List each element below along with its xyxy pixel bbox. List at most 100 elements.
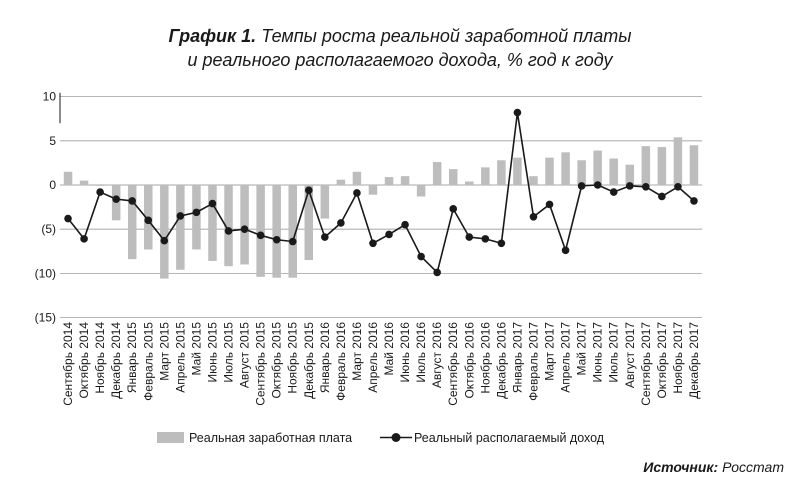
x-tick-label: Июль 2017 (607, 322, 621, 383)
bar (368, 185, 378, 195)
line-point (128, 197, 137, 205)
y-tick-label: (5) (41, 222, 56, 236)
chart-title-line2: и реального располагаемого дохода, % год… (187, 50, 613, 70)
line-point (192, 208, 201, 217)
line-point (449, 205, 458, 213)
line-series (64, 108, 698, 277)
x-tick-label: Август 2017 (623, 322, 637, 388)
line-point (64, 214, 72, 223)
line-point (288, 237, 297, 246)
x-tick-label: Июнь 2016 (398, 322, 412, 383)
line-point (321, 233, 329, 241)
legend-swatch-bar (157, 432, 184, 443)
legend-label-bar: Реальная заработная плата (189, 431, 352, 445)
x-tick-label: Ноябрь 2016 (478, 322, 492, 394)
bar (95, 185, 105, 186)
line-point (674, 182, 682, 191)
bar (256, 185, 265, 277)
line-point (577, 182, 586, 190)
chart-title-line1: Темпы роста реальной заработной платы (261, 26, 632, 46)
x-tick-label: Ноябрь 2014 (93, 322, 107, 394)
x-tick-label: Сентябрь 2015 (254, 322, 268, 406)
x-tick-label: Апрель 2015 (173, 322, 187, 393)
x-tick-label: Декабрь 2017 (687, 322, 701, 399)
x-tick-label: Май 2016 (382, 322, 396, 376)
bar (224, 185, 233, 267)
x-tick-label: Ноябрь 2017 (671, 322, 685, 394)
bar (497, 160, 506, 185)
y-tick-label: (10) (35, 266, 56, 280)
line-point (96, 188, 104, 196)
line-point (272, 235, 281, 244)
bar-series (63, 137, 699, 279)
line-point (433, 268, 441, 277)
bar (208, 185, 217, 261)
x-tick-label: Декабрь 2014 (109, 322, 123, 399)
line-point (80, 235, 88, 243)
bar (545, 157, 554, 185)
x-tick-label: Февраль 2016 (334, 322, 348, 401)
bar (304, 185, 314, 261)
x-tick-label: Май 2015 (189, 322, 203, 376)
bar (465, 181, 474, 185)
source-value: Росстат (722, 459, 784, 475)
line-point (658, 192, 666, 201)
legend-label-line: Реальный располагаемый доход (414, 431, 605, 445)
x-tick-label: Сентябрь 2017 (639, 322, 653, 406)
bar (176, 185, 185, 270)
line-point (481, 235, 490, 243)
bar (160, 185, 169, 279)
x-tick-label: Январь 2016 (318, 322, 332, 393)
line-point (609, 188, 618, 196)
x-tick-label: Март 2017 (543, 322, 557, 381)
bar (63, 171, 73, 185)
line-point (208, 199, 217, 208)
source-note: Источник: Росстат (643, 459, 784, 475)
bar (352, 171, 362, 185)
grid (59, 92, 702, 318)
bar (593, 150, 602, 185)
line-point (304, 186, 313, 195)
line-point (176, 212, 185, 220)
x-tick-label: Сентябрь 2014 (61, 322, 75, 406)
line-point (112, 195, 120, 203)
bar (625, 164, 635, 185)
x-tick-label: Апрель 2016 (366, 322, 380, 393)
y-axis-ticks: 10 5 0 (5) (10) (15) (35, 90, 57, 325)
bar (641, 146, 651, 185)
line-point (642, 182, 650, 191)
series-line (67, 111, 695, 274)
line-point (497, 239, 506, 248)
line-point (337, 219, 345, 227)
x-tick-label: Октябрь 2017 (655, 322, 669, 399)
line-point (545, 200, 554, 209)
x-tick-label: Февраль 2017 (526, 322, 540, 401)
line-point (144, 216, 153, 225)
x-tick-label: Октябрь 2016 (462, 322, 476, 399)
line-point (513, 108, 522, 117)
x-tick-label: Июль 2015 (222, 322, 236, 383)
line-point (625, 182, 634, 190)
line-point (240, 225, 249, 233)
x-tick-label: Сентябрь 2016 (446, 322, 460, 406)
bar (432, 162, 442, 185)
x-tick-label: Январь 2017 (510, 322, 524, 393)
line-point (417, 252, 425, 261)
y-tick-label: 5 (49, 134, 56, 148)
bar (384, 177, 394, 185)
x-tick-label: Декабрь 2015 (302, 322, 316, 399)
x-tick-label: Декабрь 2016 (494, 322, 508, 399)
x-tick-label: Октябрь 2015 (270, 322, 284, 399)
bar (320, 185, 330, 219)
line-point (160, 236, 169, 245)
line-point (353, 189, 361, 197)
y-tick-label: 10 (43, 90, 57, 104)
bar (481, 167, 490, 185)
line-point (401, 220, 409, 229)
x-tick-label: Март 2016 (350, 322, 364, 381)
bar (240, 185, 249, 265)
bar (448, 169, 458, 185)
bar (416, 185, 426, 197)
bar (288, 185, 297, 278)
